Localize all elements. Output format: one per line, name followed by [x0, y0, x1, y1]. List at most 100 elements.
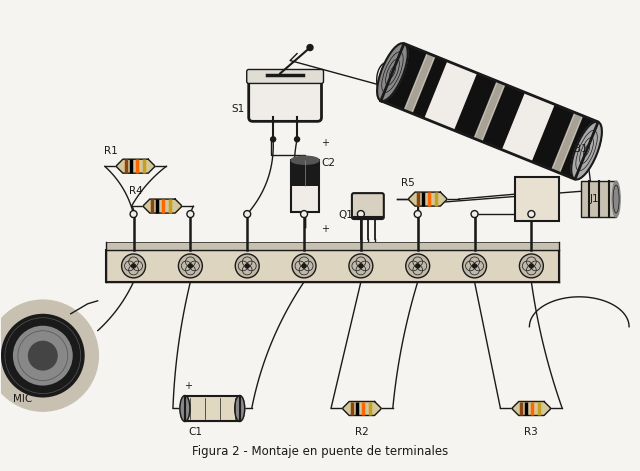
- FancyBboxPatch shape: [249, 72, 321, 122]
- Circle shape: [236, 254, 259, 278]
- Polygon shape: [116, 159, 154, 173]
- Circle shape: [470, 257, 479, 267]
- Circle shape: [302, 264, 306, 268]
- Circle shape: [28, 341, 58, 371]
- Circle shape: [527, 265, 536, 275]
- Circle shape: [406, 254, 429, 278]
- Circle shape: [474, 261, 483, 271]
- Circle shape: [129, 265, 138, 275]
- Circle shape: [472, 264, 477, 268]
- Text: R1: R1: [104, 146, 118, 156]
- Text: B1: B1: [574, 144, 588, 154]
- Circle shape: [465, 261, 476, 271]
- Circle shape: [349, 254, 373, 278]
- Circle shape: [528, 211, 535, 218]
- Text: R3: R3: [525, 427, 538, 438]
- Circle shape: [245, 264, 249, 268]
- Polygon shape: [474, 81, 505, 142]
- Circle shape: [179, 254, 202, 278]
- Text: S1: S1: [232, 105, 245, 114]
- FancyBboxPatch shape: [352, 193, 384, 219]
- Polygon shape: [385, 45, 447, 118]
- Bar: [291, 186, 319, 212]
- Circle shape: [1, 314, 84, 398]
- Circle shape: [301, 211, 308, 218]
- Circle shape: [187, 211, 194, 218]
- Ellipse shape: [612, 181, 620, 217]
- FancyBboxPatch shape: [246, 70, 323, 83]
- Text: R4: R4: [129, 186, 143, 196]
- Polygon shape: [185, 396, 240, 422]
- Circle shape: [13, 326, 73, 386]
- Circle shape: [0, 301, 98, 411]
- Circle shape: [299, 265, 309, 275]
- Circle shape: [181, 261, 191, 271]
- Circle shape: [244, 211, 251, 218]
- Circle shape: [292, 254, 316, 278]
- Circle shape: [122, 254, 145, 278]
- Text: +: +: [184, 381, 193, 390]
- Bar: [515, 177, 559, 221]
- Circle shape: [413, 265, 422, 275]
- Circle shape: [417, 261, 427, 271]
- Circle shape: [295, 261, 305, 271]
- Text: +: +: [321, 138, 329, 148]
- Circle shape: [527, 257, 536, 267]
- Circle shape: [409, 261, 419, 271]
- Text: R5: R5: [401, 178, 415, 188]
- Circle shape: [520, 254, 543, 278]
- Bar: [291, 160, 319, 212]
- Circle shape: [531, 261, 540, 271]
- Polygon shape: [552, 113, 582, 173]
- Circle shape: [130, 211, 137, 218]
- Polygon shape: [381, 43, 598, 179]
- Bar: [291, 160, 319, 186]
- Circle shape: [463, 254, 486, 278]
- Circle shape: [529, 264, 533, 268]
- Bar: [106, 250, 559, 282]
- Circle shape: [414, 211, 421, 218]
- Circle shape: [303, 261, 313, 271]
- Ellipse shape: [291, 156, 319, 164]
- Circle shape: [243, 265, 252, 275]
- Polygon shape: [143, 199, 181, 213]
- Polygon shape: [404, 53, 435, 114]
- Circle shape: [299, 257, 309, 267]
- Bar: [106, 242, 559, 250]
- Circle shape: [186, 257, 195, 267]
- Text: MIC: MIC: [13, 393, 33, 404]
- Circle shape: [471, 211, 478, 218]
- Circle shape: [246, 261, 256, 271]
- Text: +: +: [321, 224, 329, 234]
- Circle shape: [133, 261, 143, 271]
- Circle shape: [125, 261, 134, 271]
- Circle shape: [522, 261, 532, 271]
- Circle shape: [470, 265, 479, 275]
- Polygon shape: [532, 105, 595, 178]
- Circle shape: [352, 261, 362, 271]
- Circle shape: [356, 265, 365, 275]
- Circle shape: [359, 264, 363, 268]
- Polygon shape: [409, 192, 447, 206]
- Circle shape: [189, 261, 199, 271]
- Circle shape: [129, 257, 138, 267]
- Text: R2: R2: [355, 427, 369, 438]
- Ellipse shape: [377, 43, 408, 101]
- Circle shape: [188, 264, 193, 268]
- Circle shape: [186, 265, 195, 275]
- Ellipse shape: [572, 122, 602, 179]
- Polygon shape: [513, 401, 550, 415]
- Ellipse shape: [180, 396, 190, 422]
- Circle shape: [413, 257, 422, 267]
- Polygon shape: [454, 73, 524, 149]
- Circle shape: [416, 264, 420, 268]
- Text: J1: J1: [589, 194, 599, 204]
- Circle shape: [356, 257, 365, 267]
- Polygon shape: [343, 401, 381, 415]
- Text: C2: C2: [321, 158, 335, 168]
- Circle shape: [238, 261, 248, 271]
- Text: Q1: Q1: [339, 210, 353, 220]
- Bar: [581, 181, 616, 217]
- Circle shape: [243, 257, 252, 267]
- Ellipse shape: [307, 45, 313, 50]
